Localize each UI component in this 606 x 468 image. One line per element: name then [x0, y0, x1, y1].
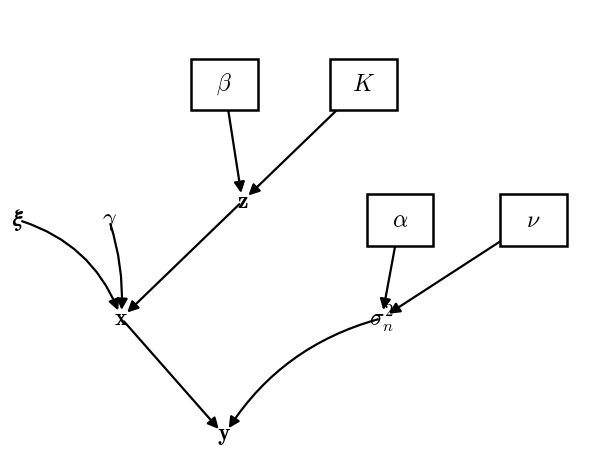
Text: $\mathbf{x}$: $\mathbf{x}$: [114, 306, 128, 330]
Text: $K$: $K$: [352, 72, 375, 96]
Text: $\sigma_n^2$: $\sigma_n^2$: [369, 303, 395, 334]
Text: $\nu$: $\nu$: [526, 208, 541, 232]
Text: $\mathbf{y}$: $\mathbf{y}$: [217, 423, 231, 447]
Text: $\gamma$: $\gamma$: [102, 208, 116, 232]
Text: $\beta$: $\beta$: [216, 71, 232, 97]
FancyBboxPatch shape: [500, 194, 567, 246]
FancyBboxPatch shape: [191, 58, 258, 110]
Text: $\alpha$: $\alpha$: [392, 208, 408, 232]
FancyBboxPatch shape: [330, 58, 397, 110]
Text: $\boldsymbol{\xi}$: $\boldsymbol{\xi}$: [12, 207, 24, 233]
Text: $\mathbf{z}$: $\mathbf{z}$: [236, 189, 248, 213]
FancyBboxPatch shape: [367, 194, 433, 246]
